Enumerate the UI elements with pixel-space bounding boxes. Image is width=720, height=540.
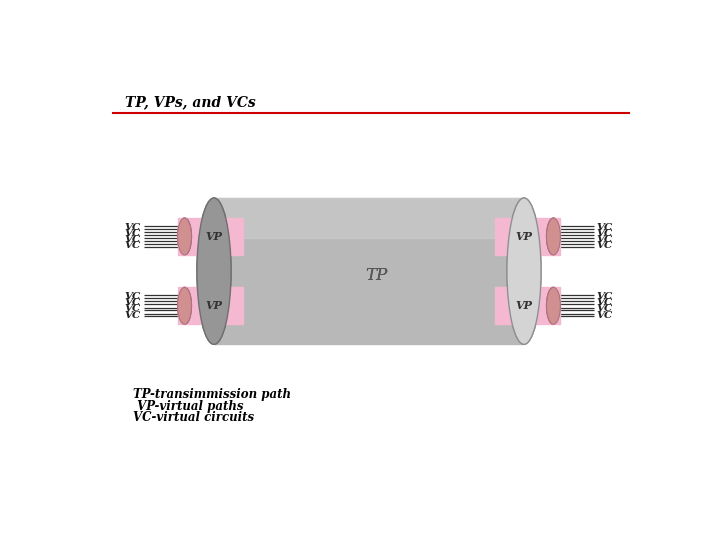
Text: TP: TP: [366, 267, 388, 284]
Text: VC: VC: [125, 310, 141, 320]
Text: VC: VC: [597, 298, 613, 307]
Text: VC: VC: [597, 310, 613, 320]
Text: TP-transimmission path: TP-transimmission path: [132, 388, 291, 401]
Text: VC: VC: [125, 241, 141, 250]
Text: VP: VP: [205, 231, 222, 242]
Text: VP: VP: [205, 300, 222, 311]
Ellipse shape: [197, 198, 231, 345]
Bar: [178, 218, 186, 255]
Text: VC: VC: [125, 305, 141, 313]
Bar: [495, 218, 554, 255]
Ellipse shape: [178, 287, 192, 325]
Text: VC: VC: [125, 292, 141, 301]
Text: VC: VC: [125, 235, 141, 244]
Ellipse shape: [178, 287, 192, 325]
Bar: [552, 218, 560, 255]
Text: VP: VP: [205, 231, 222, 242]
Bar: [495, 287, 554, 325]
Ellipse shape: [507, 198, 541, 345]
Ellipse shape: [507, 198, 541, 345]
Text: VP-virtual paths: VP-virtual paths: [132, 400, 243, 413]
Text: VC: VC: [125, 229, 141, 238]
Text: VP: VP: [516, 300, 533, 311]
Ellipse shape: [546, 287, 560, 325]
Ellipse shape: [546, 218, 560, 255]
Ellipse shape: [546, 287, 560, 325]
Text: VP: VP: [516, 231, 533, 242]
Text: TP: TP: [366, 267, 388, 284]
Ellipse shape: [178, 287, 192, 325]
Ellipse shape: [178, 218, 192, 255]
Ellipse shape: [178, 218, 192, 255]
Text: VC: VC: [125, 298, 141, 307]
Bar: [184, 287, 243, 325]
Ellipse shape: [546, 218, 560, 255]
Text: VP: VP: [205, 300, 222, 311]
Text: VC-virtual circuits: VC-virtual circuits: [132, 411, 253, 424]
Ellipse shape: [197, 198, 231, 345]
Ellipse shape: [546, 287, 560, 325]
Text: TP, VPs, and VCs: TP, VPs, and VCs: [125, 94, 256, 109]
Bar: [178, 287, 186, 325]
Text: VC: VC: [597, 235, 613, 244]
Text: VC: VC: [597, 223, 613, 232]
Text: VP: VP: [516, 300, 533, 311]
Bar: [184, 218, 243, 255]
Text: VC: VC: [597, 292, 613, 301]
Bar: [214, 198, 524, 238]
Text: VC: VC: [597, 229, 613, 238]
Ellipse shape: [178, 218, 192, 255]
Text: VC: VC: [597, 241, 613, 250]
Text: VC: VC: [125, 223, 141, 232]
Text: VP: VP: [516, 231, 533, 242]
Text: VC: VC: [597, 305, 613, 313]
Bar: [552, 287, 560, 325]
Bar: [214, 198, 524, 345]
Ellipse shape: [546, 218, 560, 255]
